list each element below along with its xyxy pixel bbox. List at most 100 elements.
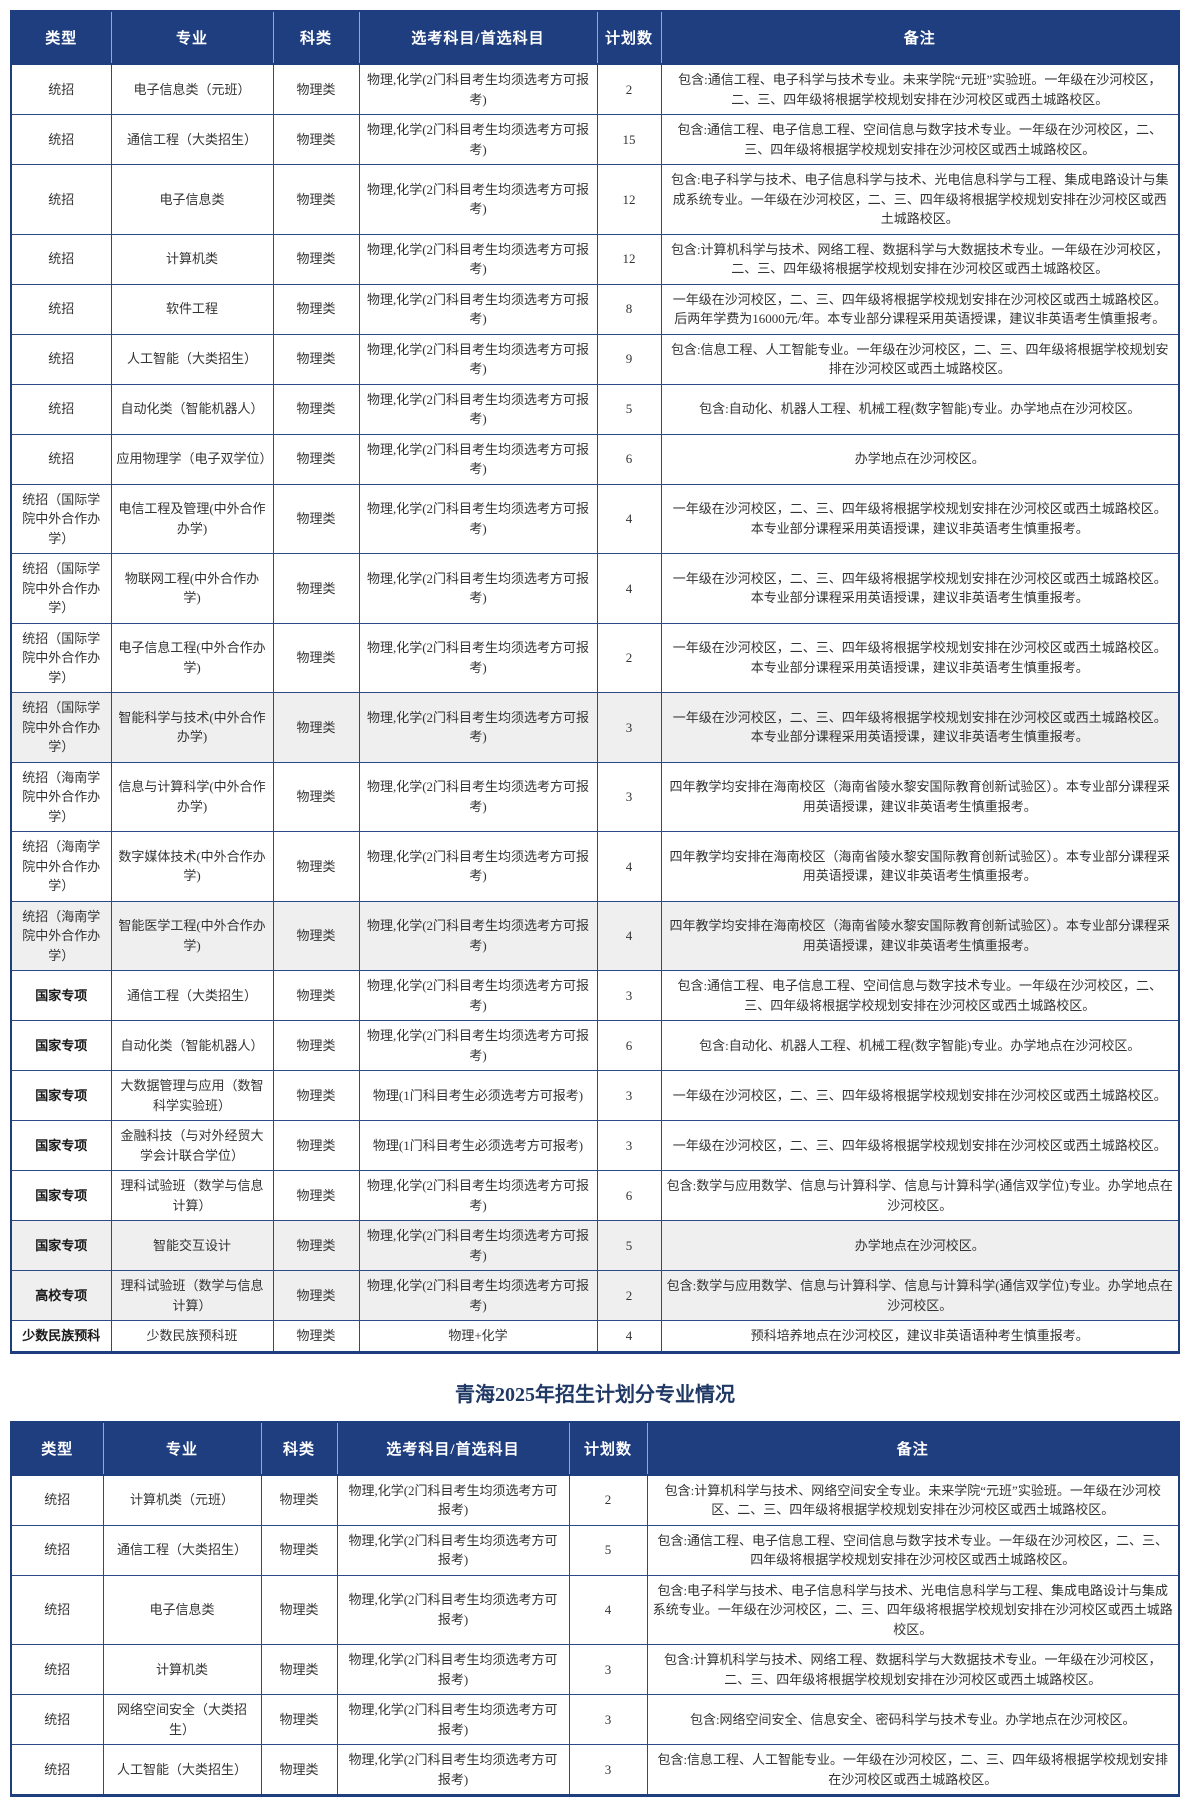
major-cell: 信息与计算科学(中外合作办学) [110,761,274,832]
plan-count-cell: 3 [568,1694,648,1745]
table-row: 统招 计算机类 物理类 物理,化学(2门科目考生均须选考方可报考) 3 包含:计算机科学与… [10,1644,1180,1695]
remark-cell: 办学地点在沙河校区。 [660,433,1180,485]
major-cell: 数字媒体技术(中外合作办学) [110,831,274,902]
subjects-cell: 物理,化学(2门科目考生均须选考方可报考) [336,1524,570,1576]
category-cell: 物理类 [272,483,360,554]
table-row: 统招（国际学院中外合作办学） 物联网工程(中外合作办学) 物理类 物理,化学(2门科目… [10,553,1180,624]
table-row: 统招 计算机类（元班） 物理类 物理,化学(2门科目考生均须选考方可报考) 2 包含:计算… [10,1474,1180,1526]
subjects-cell: 物理,化学(2门科目考生均须选考方可报考) [358,383,598,435]
remark-cell: 包含:电子科学与技术、电子信息科学与技术、光电信息科学与工程、集成电路设计与集成… [660,164,1180,235]
major-cell: 电子信息工程(中外合作办学) [110,622,274,693]
type-cell: 高校专项 [10,1270,112,1321]
major-cell: 自动化类（智能机器人） [110,383,274,435]
plan-count-cell: 12 [596,233,662,285]
subjects-cell: 物理,化学(2门科目考生均须选考方可报考) [358,483,598,554]
major-cell: 通信工程（大类招生） [102,1524,262,1576]
type-cell: 统招（国际学院中外合作办学） [10,483,112,554]
plan-count-cell: 4 [568,1574,648,1645]
major-cell: 人工智能（大类招生） [110,333,274,385]
category-cell: 物理类 [272,63,360,115]
type-cell: 统招 [10,1744,104,1796]
plan-count-cell: 15 [596,114,662,165]
table-row: 统招 电子信息类 物理类 物理,化学(2门科目考生均须选考方可报考) 12 包含:电子科学… [10,164,1180,235]
table-row: 统招（国际学院中外合作办学） 电子信息工程(中外合作办学) 物理类 物理,化学(2门科… [10,622,1180,693]
column-header: 科类 [272,11,359,65]
subjects-cell: 物理,化学(2门科目考生均须选考方可报考) [358,761,598,832]
plan-count-cell: 3 [596,692,662,763]
type-cell: 统招 [10,1644,104,1695]
remark-cell: 一年级在沙河校区，二、三、四年级将根据学校规划安排在沙河校区或西土城路校区。本专… [660,553,1180,624]
major-cell: 通信工程（大类招生） [110,970,274,1021]
subjects-cell: 物理,化学(2门科目考生均须选考方可报考) [358,333,598,385]
type-cell: 统招 [10,1474,104,1526]
category-cell: 物理类 [272,692,360,763]
plan-count-cell: 2 [596,1270,662,1321]
header-row: 类型 专业 科类 选考科目/首选科目 计划数 备注 [11,1421,1179,1476]
remark-cell: 四年教学均安排在海南校区（海南省陵水黎安国际教育创新试验区）。本专业部分课程采用… [660,761,1180,832]
subjects-cell: 物理,化学(2门科目考生均须选考方可报考) [336,1474,570,1526]
remark-cell: 一年级在沙河校区，二、三、四年级将根据学校规划安排在沙河校区或西土城路校区。本专… [660,483,1180,554]
plan-count-cell: 6 [596,1020,662,1071]
major-cell: 电子信息类 [102,1574,262,1645]
major-cell: 电信工程及管理(中外合作办学) [110,483,274,554]
major-cell: 少数民族预科班 [110,1320,274,1353]
major-cell: 网络空间安全（大类招生） [102,1694,262,1745]
remark-cell: 一年级在沙河校区，二、三、四年级将根据学校规划安排在沙河校区或西土城路校区。 [660,1070,1180,1121]
remark-cell: 一年级在沙河校区，二、三、四年级将根据学校规划安排在沙河校区或西土城路校区。本专… [660,622,1180,693]
subjects-cell: 物理,化学(2门科目考生均须选考方可报考) [358,1020,598,1071]
subjects-cell: 物理,化学(2门科目考生均须选考方可报考) [358,970,598,1021]
subjects-cell: 物理,化学(2门科目考生均须选考方可报考) [336,1574,570,1645]
subjects-cell: 物理,化学(2门科目考生均须选考方可报考) [358,622,598,693]
table-row: 统招 应用物理学（电子双学位） 物理类 物理,化学(2门科目考生均须选考方可报考) 6 办… [10,433,1180,485]
category-cell: 物理类 [272,114,360,165]
plan-count-cell: 5 [596,1220,662,1271]
category-cell: 物理类 [260,1644,338,1695]
major-cell: 理科试验班（数学与信息计算） [110,1170,274,1221]
table-row: 少数民族预科 少数民族预科班 物理类 物理+化学 4 预科培养地点在沙河校区，建议非英语语… [10,1320,1180,1353]
type-cell: 统招（海南学院中外合作办学） [10,831,112,902]
category-cell: 物理类 [272,1270,360,1321]
subjects-cell: 物理,化学(2门科目考生均须选考方可报考) [358,1170,598,1221]
type-cell: 统招（海南学院中外合作办学） [10,900,112,971]
remark-cell: 包含:数学与应用数学、信息与计算科学、信息与计算科学(通信双学位)专业。办学地点… [660,1270,1180,1321]
type-cell: 统招（国际学院中外合作办学） [10,622,112,693]
remark-cell: 四年教学均安排在海南校区（海南省陵水黎安国际教育创新试验区）。本专业部分课程采用… [660,900,1180,971]
subjects-cell: 物理,化学(2门科目考生均须选考方可报考) [358,63,598,115]
category-cell: 物理类 [260,1574,338,1645]
type-cell: 统招 [10,114,112,165]
remark-cell: 包含:电子科学与技术、电子信息科学与技术、光电信息科学与工程、集成电路设计与集成… [646,1574,1180,1645]
major-cell: 大数据管理与应用（数智科学实验班） [110,1070,274,1121]
subjects-cell: 物理(1门科目考生必须选考方可报考) [358,1120,598,1171]
subjects-cell: 物理,化学(2门科目考生均须选考方可报考) [336,1644,570,1695]
column-header: 计划数 [596,11,661,65]
table-row: 统招 人工智能（大类招生） 物理类 物理,化学(2门科目考生均须选考方可报考) 3 包含:… [10,1744,1180,1796]
remark-cell: 包含:自动化、机器人工程、机械工程(数字智能)专业。办学地点在沙河校区。 [660,1020,1180,1071]
plan-count-cell: 6 [596,433,662,485]
category-cell: 物理类 [272,553,360,624]
table-row: 统招 通信工程（大类招生） 物理类 物理,化学(2门科目考生均须选考方可报考) 15 包含… [10,114,1180,165]
header-row: 类型 专业 科类 选考科目/首选科目 计划数 备注 [11,11,1179,65]
column-header: 类型 [11,1421,103,1476]
table-row: 国家专项 自动化类（智能机器人） 物理类 物理,化学(2门科目考生均须选考方可报考) 6… [10,1020,1180,1071]
type-cell: 国家专项 [10,1170,112,1221]
remark-cell: 四年教学均安排在海南校区（海南省陵水黎安国际教育创新试验区）。本专业部分课程采用… [660,831,1180,902]
category-cell: 物理类 [272,1320,360,1353]
subjects-cell: 物理,化学(2门科目考生均须选考方可报考) [358,692,598,763]
type-cell: 统招 [10,1694,104,1745]
major-cell: 通信工程（大类招生） [110,114,274,165]
plan-count-cell: 9 [596,333,662,385]
major-cell: 自动化类（智能机器人） [110,1020,274,1071]
remark-cell: 办学地点在沙河校区。 [660,1220,1180,1271]
category-cell: 物理类 [272,1020,360,1071]
type-cell: 统招 [10,333,112,385]
major-cell: 物联网工程(中外合作办学) [110,553,274,624]
table-row: 统招 电子信息类（元班） 物理类 物理,化学(2门科目考生均须选考方可报考) 2 包含:通… [10,63,1180,115]
category-cell: 物理类 [260,1524,338,1576]
admission-plan-table-qinghai: 类型 专业 科类 选考科目/首选科目 计划数 备注 统招 计算机类（元班） 物理类 物理,化学(2… [10,1420,1180,1797]
category-cell: 物理类 [272,831,360,902]
category-cell: 物理类 [272,1220,360,1271]
type-cell: 统招 [10,433,112,485]
subjects-cell: 物理,化学(2门科目考生均须选考方可报考) [358,1220,598,1271]
major-cell: 计算机类 [102,1644,262,1695]
subjects-cell: 物理,化学(2门科目考生均须选考方可报考) [336,1694,570,1745]
